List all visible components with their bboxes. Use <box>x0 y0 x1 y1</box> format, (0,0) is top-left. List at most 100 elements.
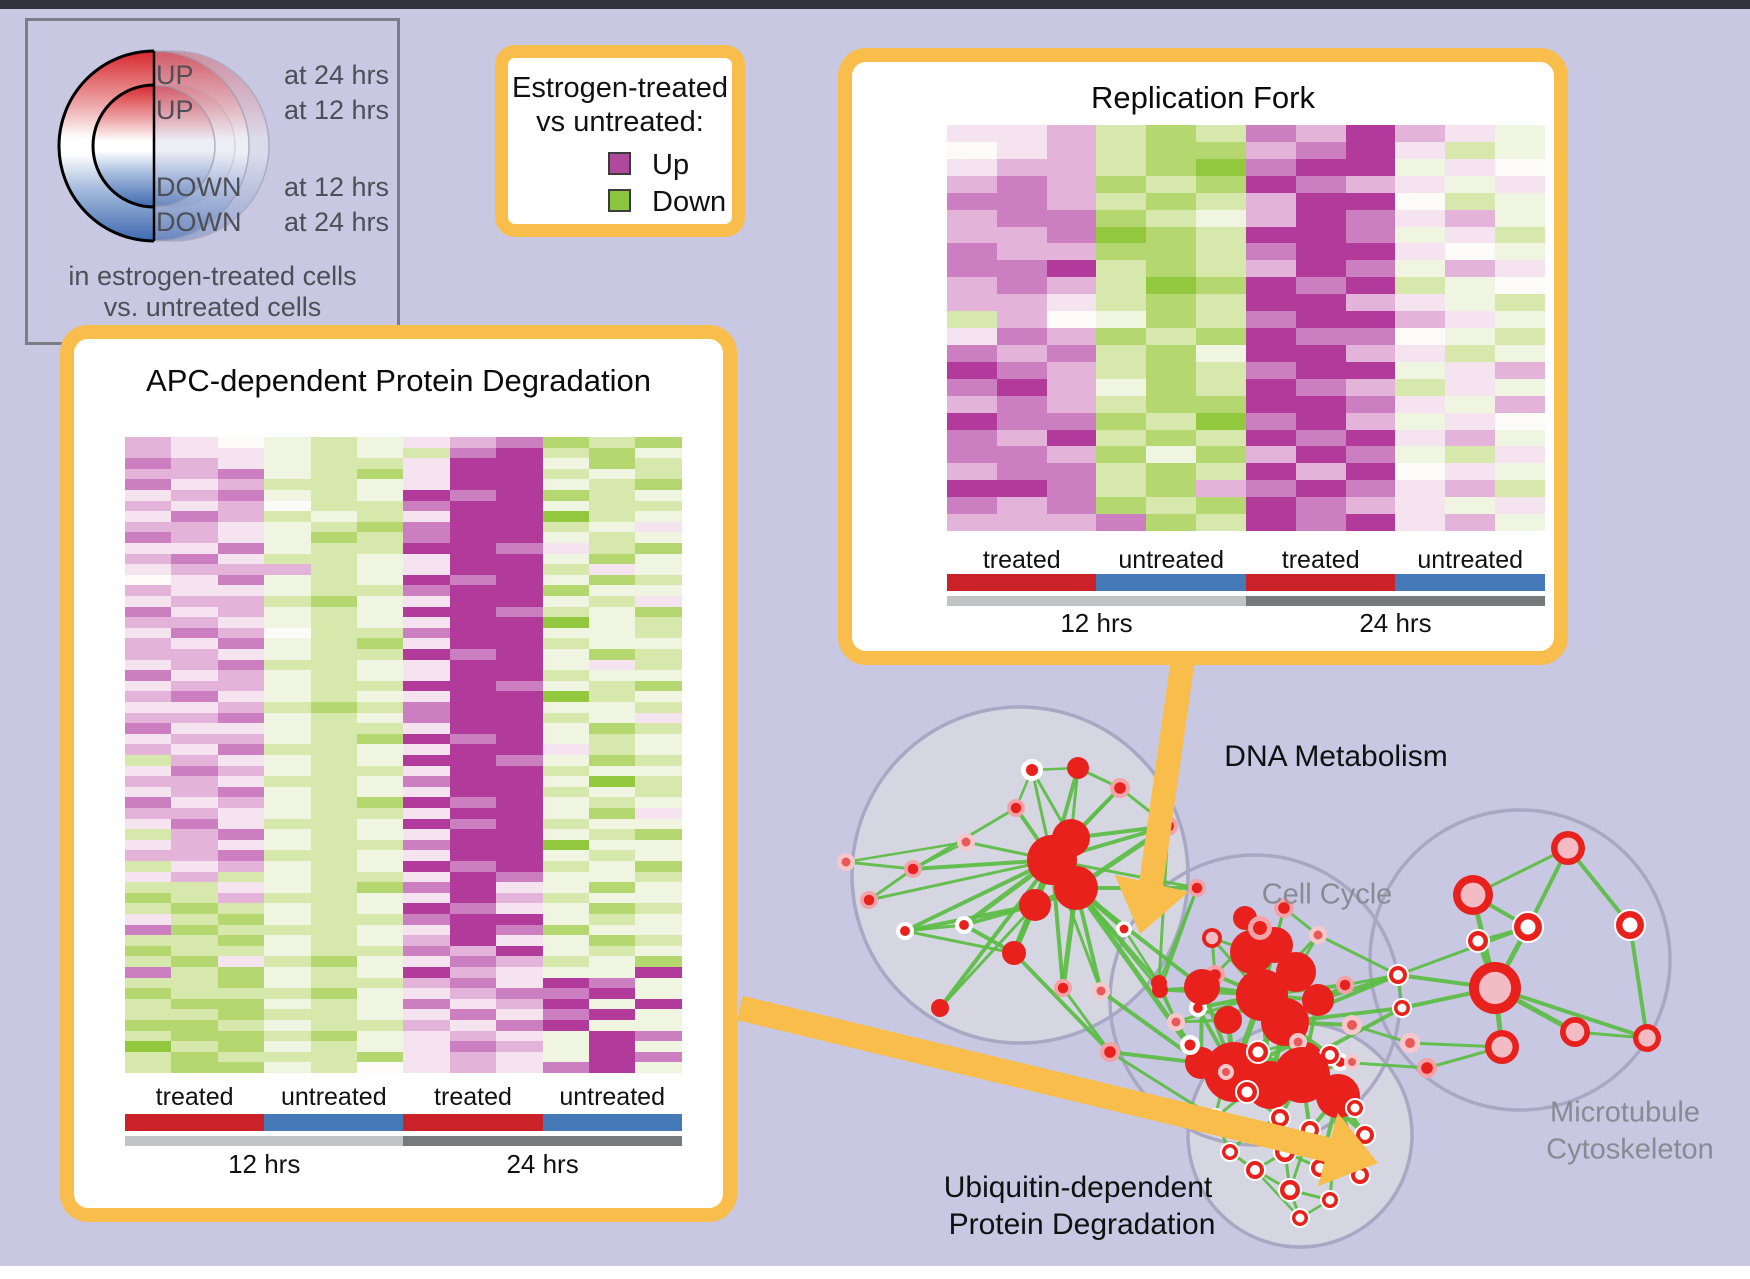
heatmap-cell <box>1046 480 1097 498</box>
heatmap-cell <box>588 924 636 936</box>
heatmap-cell <box>356 924 404 936</box>
cluster-label-ubiquitin-line2: Protein Degradation <box>948 1208 1216 1241</box>
heatmap-cell <box>496 468 543 480</box>
heatmap-cell <box>403 606 450 618</box>
heatmap-cell <box>496 574 543 586</box>
heatmap-cell <box>171 649 218 660</box>
heatmap-cell <box>1096 277 1147 295</box>
heatmap-cell <box>542 712 589 724</box>
heatmap-cell <box>1245 277 1296 295</box>
heatmap-cell <box>403 1020 450 1031</box>
heatmap-cell <box>496 839 543 851</box>
heatmap-cell <box>403 490 450 501</box>
network-edge <box>1074 886 1162 992</box>
heatmap-cell <box>635 564 682 575</box>
heatmap-cell <box>403 468 450 480</box>
time-label: 12 hrs <box>228 1149 301 1179</box>
heatmap-cell <box>310 627 357 639</box>
venn-circles <box>57 49 270 243</box>
heatmap-cell <box>217 691 265 702</box>
heatmap-cell <box>449 468 497 480</box>
heatmap-cell <box>635 935 682 946</box>
heatmap-cell <box>356 712 404 724</box>
heatmap-cell <box>1295 514 1346 532</box>
heatmap-cell <box>542 437 589 448</box>
heatmap-cell <box>947 141 997 159</box>
heatmap-cell <box>310 797 357 808</box>
heatmap-cell <box>264 585 311 596</box>
network-node-donut <box>1278 1178 1302 1202</box>
heatmap-cell <box>217 892 265 904</box>
heatmap-cell <box>171 1030 218 1042</box>
heatmap-cell <box>449 861 497 872</box>
heatmap-cell <box>635 490 682 501</box>
heatmap-cell <box>356 458 404 469</box>
heatmap-cell <box>1196 361 1246 379</box>
heatmap-cell <box>1046 412 1097 430</box>
network-node-halo <box>1007 799 1025 817</box>
heatmap-cell <box>947 429 997 447</box>
node-hole <box>1275 1113 1285 1123</box>
heatmap-cell <box>496 564 543 575</box>
node-core <box>1054 866 1098 910</box>
heatmap-cell <box>1495 412 1545 430</box>
time-label: 24 hrs <box>1359 608 1432 638</box>
heatmap-cell <box>1445 361 1496 379</box>
heatmap-cell <box>264 511 311 522</box>
heatmap-cell <box>635 998 682 1010</box>
up-label: Up <box>652 149 690 181</box>
heatmap-cell <box>947 209 997 227</box>
heatmap-cell <box>1445 311 1496 329</box>
heatmap-cell <box>1395 395 1446 413</box>
heatmap-cell <box>1046 378 1097 396</box>
heatmap-cell <box>542 596 589 607</box>
heatmap-cell <box>996 361 1047 379</box>
heatmap-cell <box>635 903 682 914</box>
heatmap-cell <box>496 543 543 554</box>
heatmap-cell <box>171 850 218 861</box>
heatmap-cell <box>1295 209 1346 227</box>
heatmap-cell <box>1196 226 1246 244</box>
heatmap-cell <box>496 903 543 914</box>
network-node-halo <box>1336 976 1354 994</box>
heatmap-cell <box>356 490 404 501</box>
treated-bar <box>1245 574 1396 591</box>
heatmap-cell <box>588 564 636 575</box>
heatmap-cell <box>217 638 265 649</box>
heatmap-cell <box>496 786 543 798</box>
heatmap-cell <box>1096 328 1147 345</box>
heatmap-cell <box>1495 344 1545 362</box>
cluster-circle-microtubule <box>1368 808 1672 1112</box>
heatmap-cell <box>542 924 589 936</box>
heatmap-cell <box>171 977 218 989</box>
heatmap-cell <box>171 935 218 946</box>
heatmap-cell <box>1295 192 1346 210</box>
heatmap-cell <box>1146 328 1197 345</box>
heatmap-cell <box>635 670 682 681</box>
heatmap-cell <box>947 395 997 413</box>
heatmap-cell <box>264 606 311 618</box>
node-core <box>1057 982 1069 994</box>
heatmap-cell <box>1395 277 1446 295</box>
updown-timing-legend: UP at 24 hrs UP at 12 hrs DOWN at 12 hrs… <box>25 18 400 345</box>
heatmap-cell <box>449 967 497 978</box>
heatmap-cell <box>264 691 311 702</box>
heatmap-cell <box>449 818 497 830</box>
network-edge <box>1350 1023 1412 1045</box>
heatmap-cell <box>1395 412 1446 430</box>
heatmap-cell <box>1146 395 1197 413</box>
heatmap-cell <box>1395 328 1446 345</box>
heatmap-cell <box>217 649 265 660</box>
heatmap-cell <box>125 712 172 724</box>
node-hole <box>1325 1195 1335 1205</box>
heatmap-cell <box>947 243 997 261</box>
heatmap-cell <box>588 447 636 459</box>
legend-dir: UP <box>156 60 194 90</box>
heatmap-cell <box>171 839 218 851</box>
heatmap-cell <box>264 670 311 681</box>
heatmap-cell <box>310 1062 357 1073</box>
heatmap-cell <box>310 850 357 861</box>
12hrs-bar <box>125 1136 404 1146</box>
node-core <box>1104 1046 1116 1058</box>
top-border <box>0 0 1750 9</box>
